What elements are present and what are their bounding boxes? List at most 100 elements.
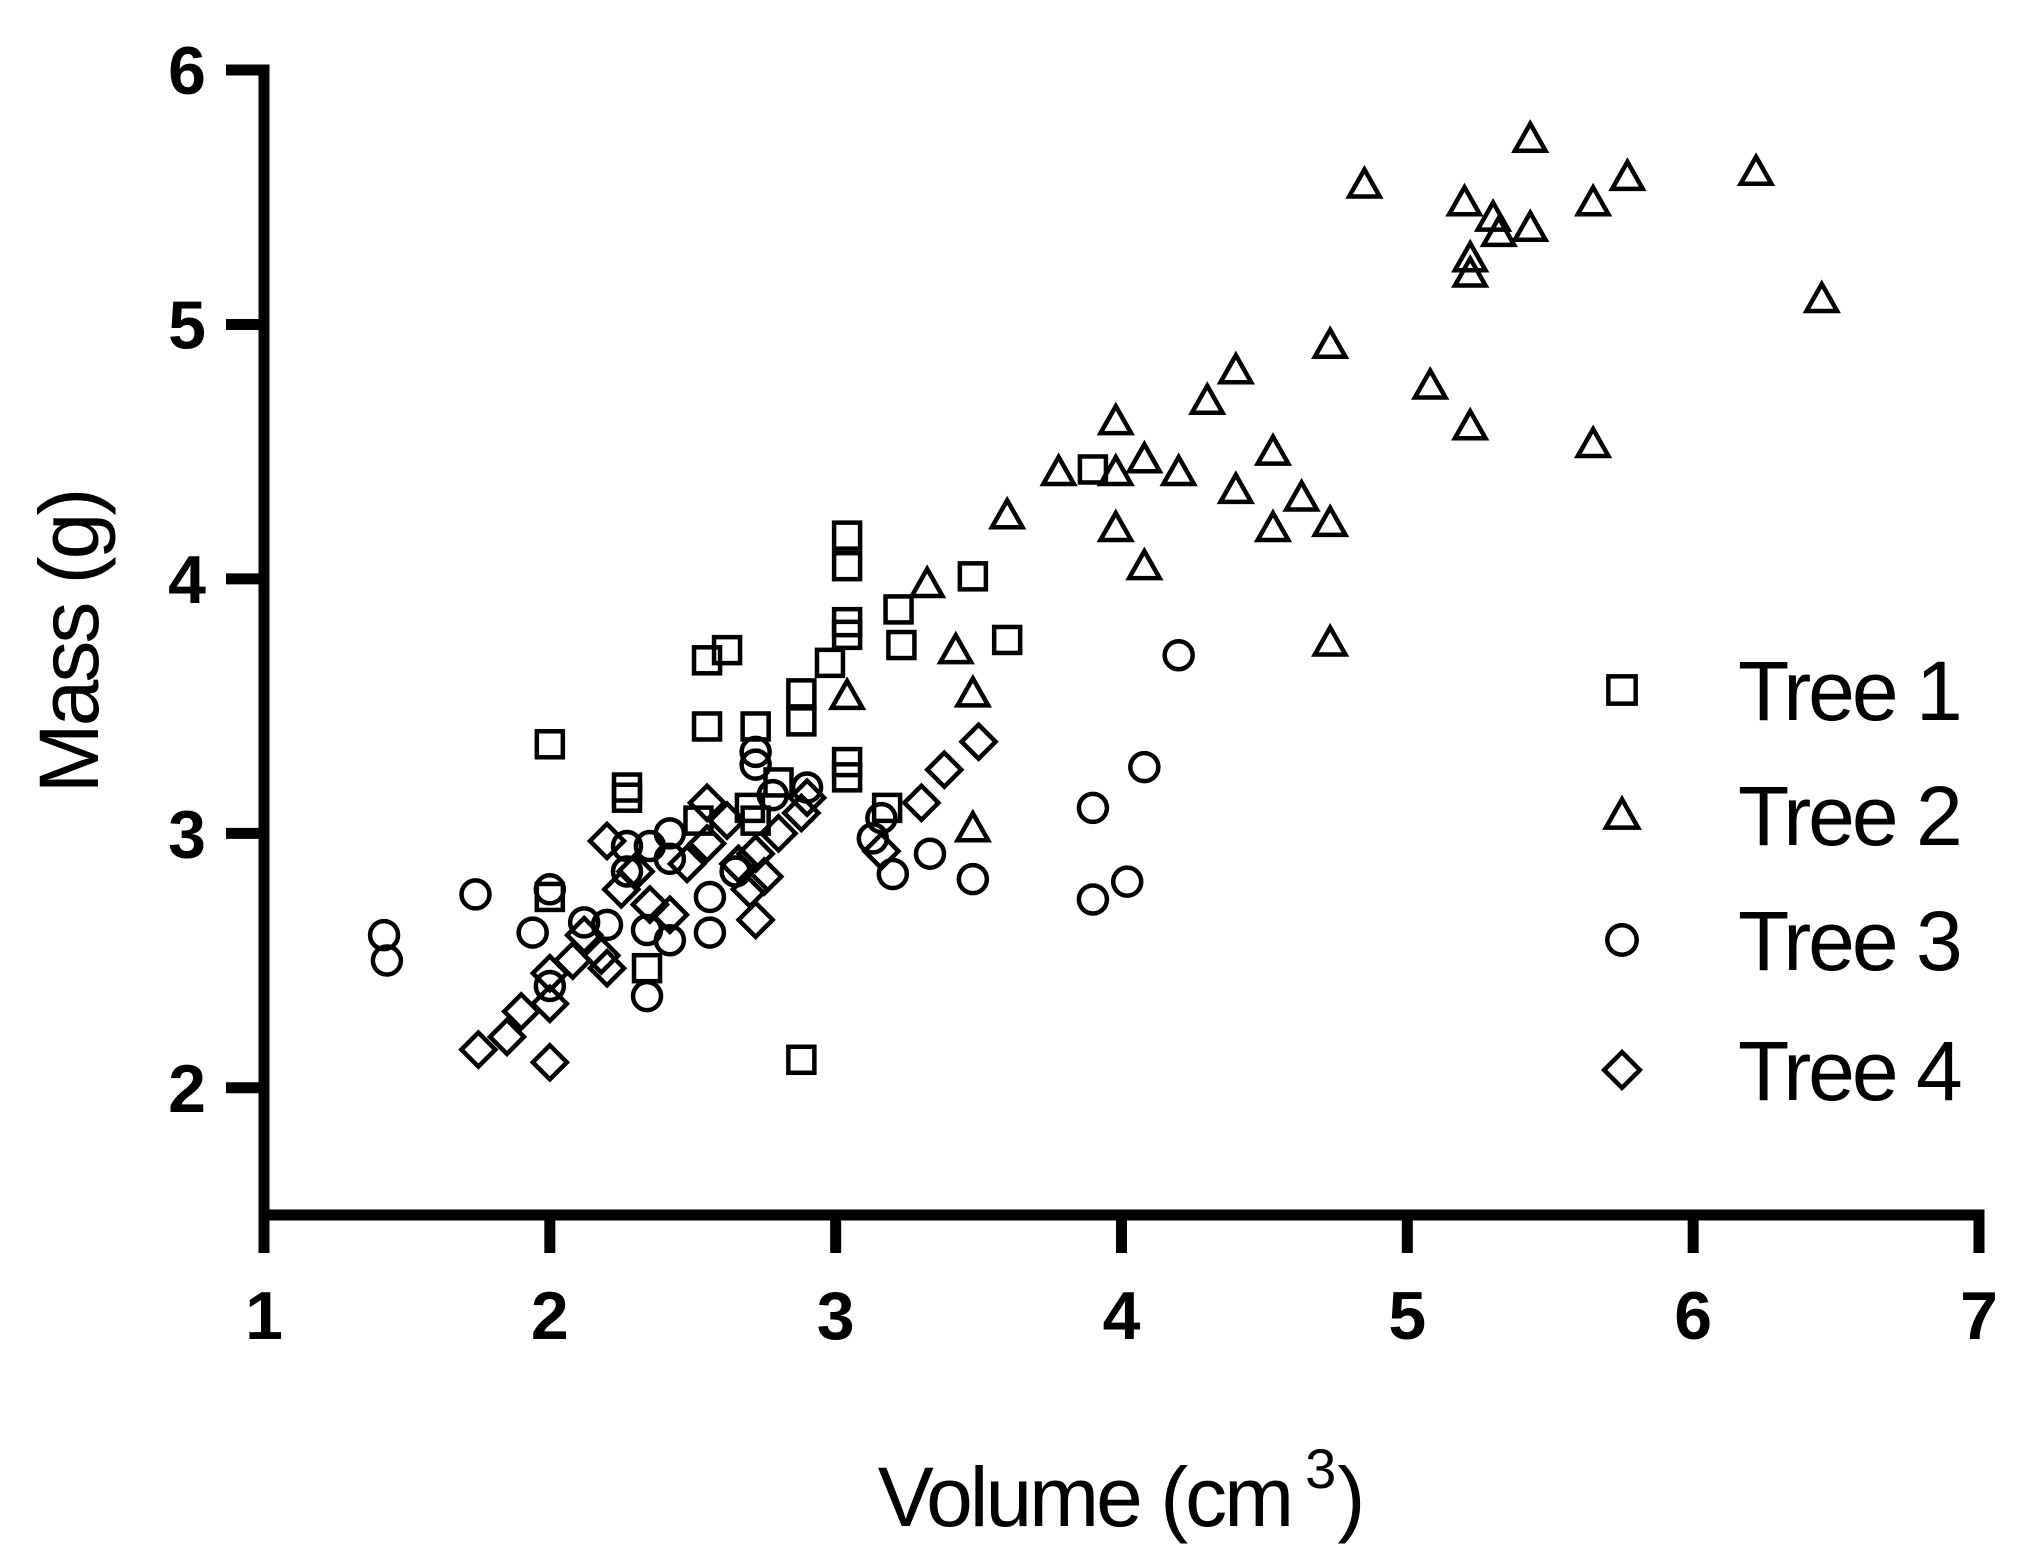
data-point-triangle (1216, 470, 1255, 505)
data-point-circle (739, 735, 772, 769)
data-point-diamond (735, 899, 776, 941)
data-point-triangle (827, 676, 867, 711)
x-tick-label: 2 (531, 1278, 569, 1354)
data-point-diamond (486, 1016, 528, 1058)
data-point-triangle (953, 808, 993, 843)
data-point-diamond (458, 1029, 499, 1070)
x-tick-label: 4 (1103, 1278, 1141, 1354)
legend-marker-circle (1605, 923, 1639, 957)
data-point-circle (913, 837, 947, 870)
data-point-diamond (861, 830, 902, 872)
legend-marker-square (1606, 674, 1638, 706)
data-point-triangle (1310, 325, 1350, 360)
data-point-circle (516, 916, 549, 949)
data-point-circle (1128, 750, 1161, 784)
data-point-circle (956, 862, 990, 896)
data-point-triangle (1125, 439, 1164, 474)
data-point-triangle (1411, 365, 1450, 400)
data-point-square (691, 711, 723, 742)
data-point-diamond (629, 884, 671, 925)
data-point-square (631, 952, 663, 984)
data-point-circle (653, 923, 687, 957)
data-point-diamond (706, 800, 748, 841)
legend-marker-triangle (1602, 794, 1642, 830)
y-tick-label: 6 (168, 33, 206, 109)
data-point-circle (533, 873, 567, 906)
x-tick-label: 5 (1388, 1278, 1426, 1354)
data-point-triangle (1253, 432, 1293, 466)
x-axis-ticks: 1 2 3 4 5 6 7 (245, 1215, 1998, 1354)
data-point-diamond (649, 894, 691, 935)
data-point-triangle (1736, 152, 1776, 187)
legend-item: Tree 2 (1602, 769, 1963, 863)
data-point-circle (633, 829, 667, 863)
data-point-circle (1076, 791, 1110, 825)
data-point-square (611, 772, 643, 803)
legend-label: Tree 3 (1738, 894, 1960, 988)
data-point-diamond (666, 843, 708, 885)
data-point-triangle (1451, 238, 1490, 273)
data-point-triangle (1445, 182, 1484, 217)
data-point-diamond (744, 856, 785, 897)
data-point-square (1077, 454, 1109, 485)
data-point-diamond (563, 914, 605, 956)
data-point-triangle (907, 564, 947, 599)
data-point-square (831, 619, 863, 651)
data-point-square (957, 561, 989, 592)
data-point-diamond (786, 777, 828, 818)
data-point-triangle (1511, 208, 1550, 243)
data-point-square (831, 550, 863, 582)
data-point-diamond (615, 851, 656, 892)
data-point-triangle (1608, 157, 1647, 192)
data-point-circle (739, 748, 772, 781)
data-point-diamond (958, 721, 999, 762)
data-point-square (786, 678, 817, 709)
y-axis-ticks: 2 3 4 5 6 (168, 33, 264, 1127)
data-point-circle (533, 969, 567, 1003)
data-point-diamond (529, 1042, 571, 1083)
data-point-square (534, 729, 566, 760)
data-point-triangle (1310, 503, 1350, 538)
data-point-triangle (1216, 350, 1255, 385)
data-point-square (991, 624, 1023, 656)
data-point-triangle (1282, 477, 1321, 512)
data-point-triangle (1125, 546, 1164, 581)
data-point-triangle (1096, 452, 1135, 487)
data-point-circle (370, 944, 404, 977)
data-point-triangle (1253, 508, 1293, 543)
data-point-triangle (936, 630, 975, 665)
series-tree-2 (827, 119, 1841, 843)
legend-label: Tree 2 (1738, 769, 1960, 863)
data-point-square (831, 746, 863, 778)
x-axis-title-close: ) (1337, 1450, 1362, 1544)
y-tick-label: 4 (168, 542, 206, 618)
data-point-triangle (988, 495, 1027, 530)
data-point-triangle (1802, 279, 1841, 314)
data-point-square (711, 634, 743, 666)
series-tree-3 (367, 638, 1195, 1013)
data-point-square (611, 782, 643, 813)
data-point-circle (876, 857, 910, 891)
data-point-triangle (1310, 622, 1350, 657)
data-point-diamond (581, 935, 622, 976)
data-point-circle (1162, 638, 1195, 672)
data-point-triangle (1096, 401, 1135, 436)
x-tick-label: 7 (1960, 1278, 1998, 1354)
data-point-square (883, 594, 914, 625)
data-point-diamond (529, 983, 571, 1024)
data-point-triangle (1451, 406, 1490, 441)
data-point-diamond (901, 782, 942, 823)
legend-item: Tree 1 (1606, 644, 1963, 738)
legend-marker-diamond (1600, 1048, 1644, 1092)
data-point-triangle (1096, 508, 1135, 543)
data-point-square (831, 762, 863, 793)
data-point-square (831, 520, 863, 551)
legend-item: Tree 3 (1605, 894, 1963, 988)
data-point-circle (1076, 883, 1110, 916)
data-point-triangle (1573, 424, 1613, 459)
y-tick-label: 5 (168, 287, 206, 363)
x-tick-label: 6 (1674, 1278, 1712, 1354)
data-point-diamond (586, 820, 628, 862)
data-point-triangle (1511, 119, 1550, 153)
data-point-square (691, 645, 723, 676)
